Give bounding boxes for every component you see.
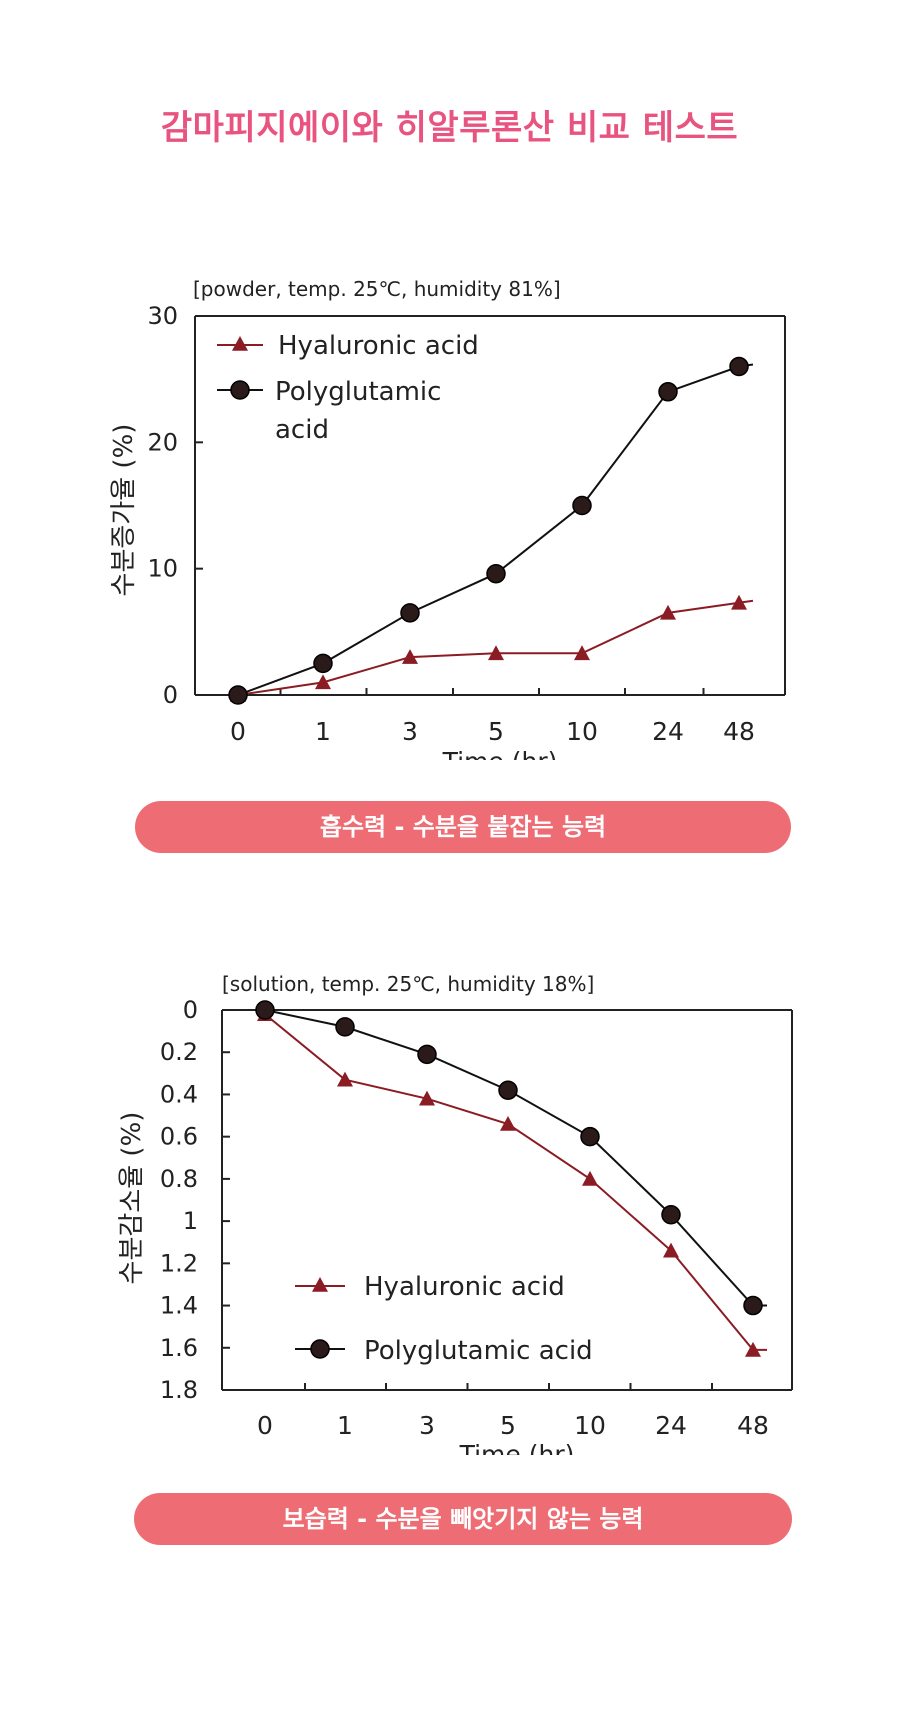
moisture-retention-chart: [solution, temp. 25℃, humidity 18%] 0 0.2 0… bbox=[117, 972, 793, 1455]
x-tick-label: 24 bbox=[652, 717, 684, 746]
x-tick-label: 10 bbox=[566, 717, 598, 746]
series-line bbox=[237, 599, 754, 696]
hyaluronic-point bbox=[731, 594, 747, 610]
legend-label-polyglutamic: Polyglutamic bbox=[275, 377, 441, 407]
y-axis-label: 수분감소율 (%) bbox=[117, 1112, 147, 1285]
y-tick-label: 1.4 bbox=[160, 1292, 198, 1320]
y-tick-label: 1.2 bbox=[160, 1249, 198, 1277]
y-tick-label: 30 bbox=[147, 302, 178, 330]
water-absorption-chart: [powder, temp. 25℃, humidity 81%]0102030… bbox=[109, 277, 786, 760]
x-tick-label: 0 bbox=[257, 1411, 273, 1440]
page-title: 감마피지에이와 히알루론산 비교 테스트 bbox=[160, 108, 739, 148]
polyglutamic-point bbox=[417, 1044, 437, 1065]
y-tick-label: 0.2 bbox=[160, 1038, 198, 1066]
hyaluronic-point bbox=[402, 649, 418, 664]
series-line bbox=[264, 1013, 767, 1351]
polyglutamic-point bbox=[313, 653, 333, 674]
hyaluronic-point bbox=[500, 1116, 516, 1131]
y-tick-label: 1.8 bbox=[160, 1376, 198, 1404]
series-line bbox=[264, 1009, 767, 1307]
x-tick-label: 48 bbox=[723, 717, 755, 746]
polyglutamic-point bbox=[400, 603, 420, 623]
polyglutamic-point bbox=[661, 1205, 681, 1225]
chart-subtitle: [powder, temp. 25℃, humidity 81%] bbox=[193, 277, 561, 301]
x-tick-label: 10 bbox=[574, 1411, 606, 1440]
x-tick-label: 3 bbox=[402, 717, 418, 746]
y-tick-label: 0 bbox=[163, 681, 178, 709]
polyglutamic-point bbox=[743, 1295, 763, 1316]
y-tick-label: 0.8 bbox=[160, 1165, 198, 1193]
polyglutamic-point bbox=[658, 382, 678, 402]
x-tick-label: 5 bbox=[500, 1411, 516, 1440]
x-tick-label: 1 bbox=[315, 717, 331, 746]
polyglutamic-point bbox=[580, 1126, 600, 1147]
absorption-caption: 흡수력 - 수분을 붙잡는 능력 bbox=[135, 801, 791, 853]
x-tick-label: 48 bbox=[737, 1411, 769, 1440]
y-tick-label: 0.4 bbox=[160, 1080, 198, 1108]
x-tick-label: 5 bbox=[488, 717, 504, 746]
hyaluronic-point bbox=[582, 1170, 598, 1186]
chart-subtitle: [solution, temp. 25℃, humidity 18%] bbox=[222, 972, 594, 996]
legend-marker-polyglutamic bbox=[310, 1339, 330, 1359]
y-tick-label: 0.6 bbox=[160, 1123, 198, 1151]
legend-label-hyaluronic: Hyaluronic acid bbox=[278, 331, 479, 361]
hyaluronic-point bbox=[315, 674, 331, 690]
y-axis-label: 수분증가율 (%) bbox=[109, 424, 139, 597]
hyaluronic-point bbox=[488, 645, 504, 661]
polyglutamic-point bbox=[486, 563, 506, 584]
retention-caption: 보습력 - 수분을 빼앗기지 않는 능력 bbox=[134, 1493, 792, 1545]
hyaluronic-point bbox=[745, 1341, 761, 1357]
x-tick-label: 0 bbox=[230, 717, 246, 746]
y-tick-label: 10 bbox=[147, 555, 178, 583]
legend-label-hyaluronic: Hyaluronic acid bbox=[364, 1272, 565, 1302]
x-axis-label: Time (hr) bbox=[459, 1440, 575, 1455]
hyaluronic-point bbox=[663, 1242, 679, 1258]
hyaluronic-point bbox=[419, 1090, 435, 1106]
y-tick-label: 20 bbox=[147, 428, 178, 456]
y-tick-label: 0 bbox=[183, 996, 198, 1024]
hyaluronic-point bbox=[337, 1071, 353, 1087]
polyglutamic-point bbox=[572, 495, 592, 516]
y-tick-label: 1.6 bbox=[160, 1334, 198, 1362]
x-tick-label: 3 bbox=[419, 1411, 435, 1440]
x-axis-label: Time (hr) bbox=[442, 747, 558, 760]
hyaluronic-point bbox=[660, 604, 676, 620]
legend-label-polyglutamic: Polyglutamic acid bbox=[364, 1336, 593, 1366]
legend-marker-hyaluronic bbox=[232, 336, 248, 351]
legend-marker-hyaluronic bbox=[312, 1277, 328, 1292]
polyglutamic-point bbox=[498, 1080, 518, 1100]
series-line bbox=[237, 363, 754, 696]
x-tick-label: 1 bbox=[337, 1411, 353, 1440]
x-tick-label: 24 bbox=[655, 1411, 687, 1440]
legend-marker-polyglutamic bbox=[230, 380, 250, 400]
polyglutamic-point bbox=[335, 1017, 355, 1037]
hyaluronic-point bbox=[574, 645, 590, 661]
y-tick-label: 1 bbox=[183, 1207, 198, 1235]
polyglutamic-point bbox=[228, 685, 248, 705]
legend-label-polyglutamic: acid bbox=[275, 415, 329, 445]
polyglutamic-point bbox=[729, 356, 749, 377]
polyglutamic-point bbox=[255, 1000, 275, 1020]
